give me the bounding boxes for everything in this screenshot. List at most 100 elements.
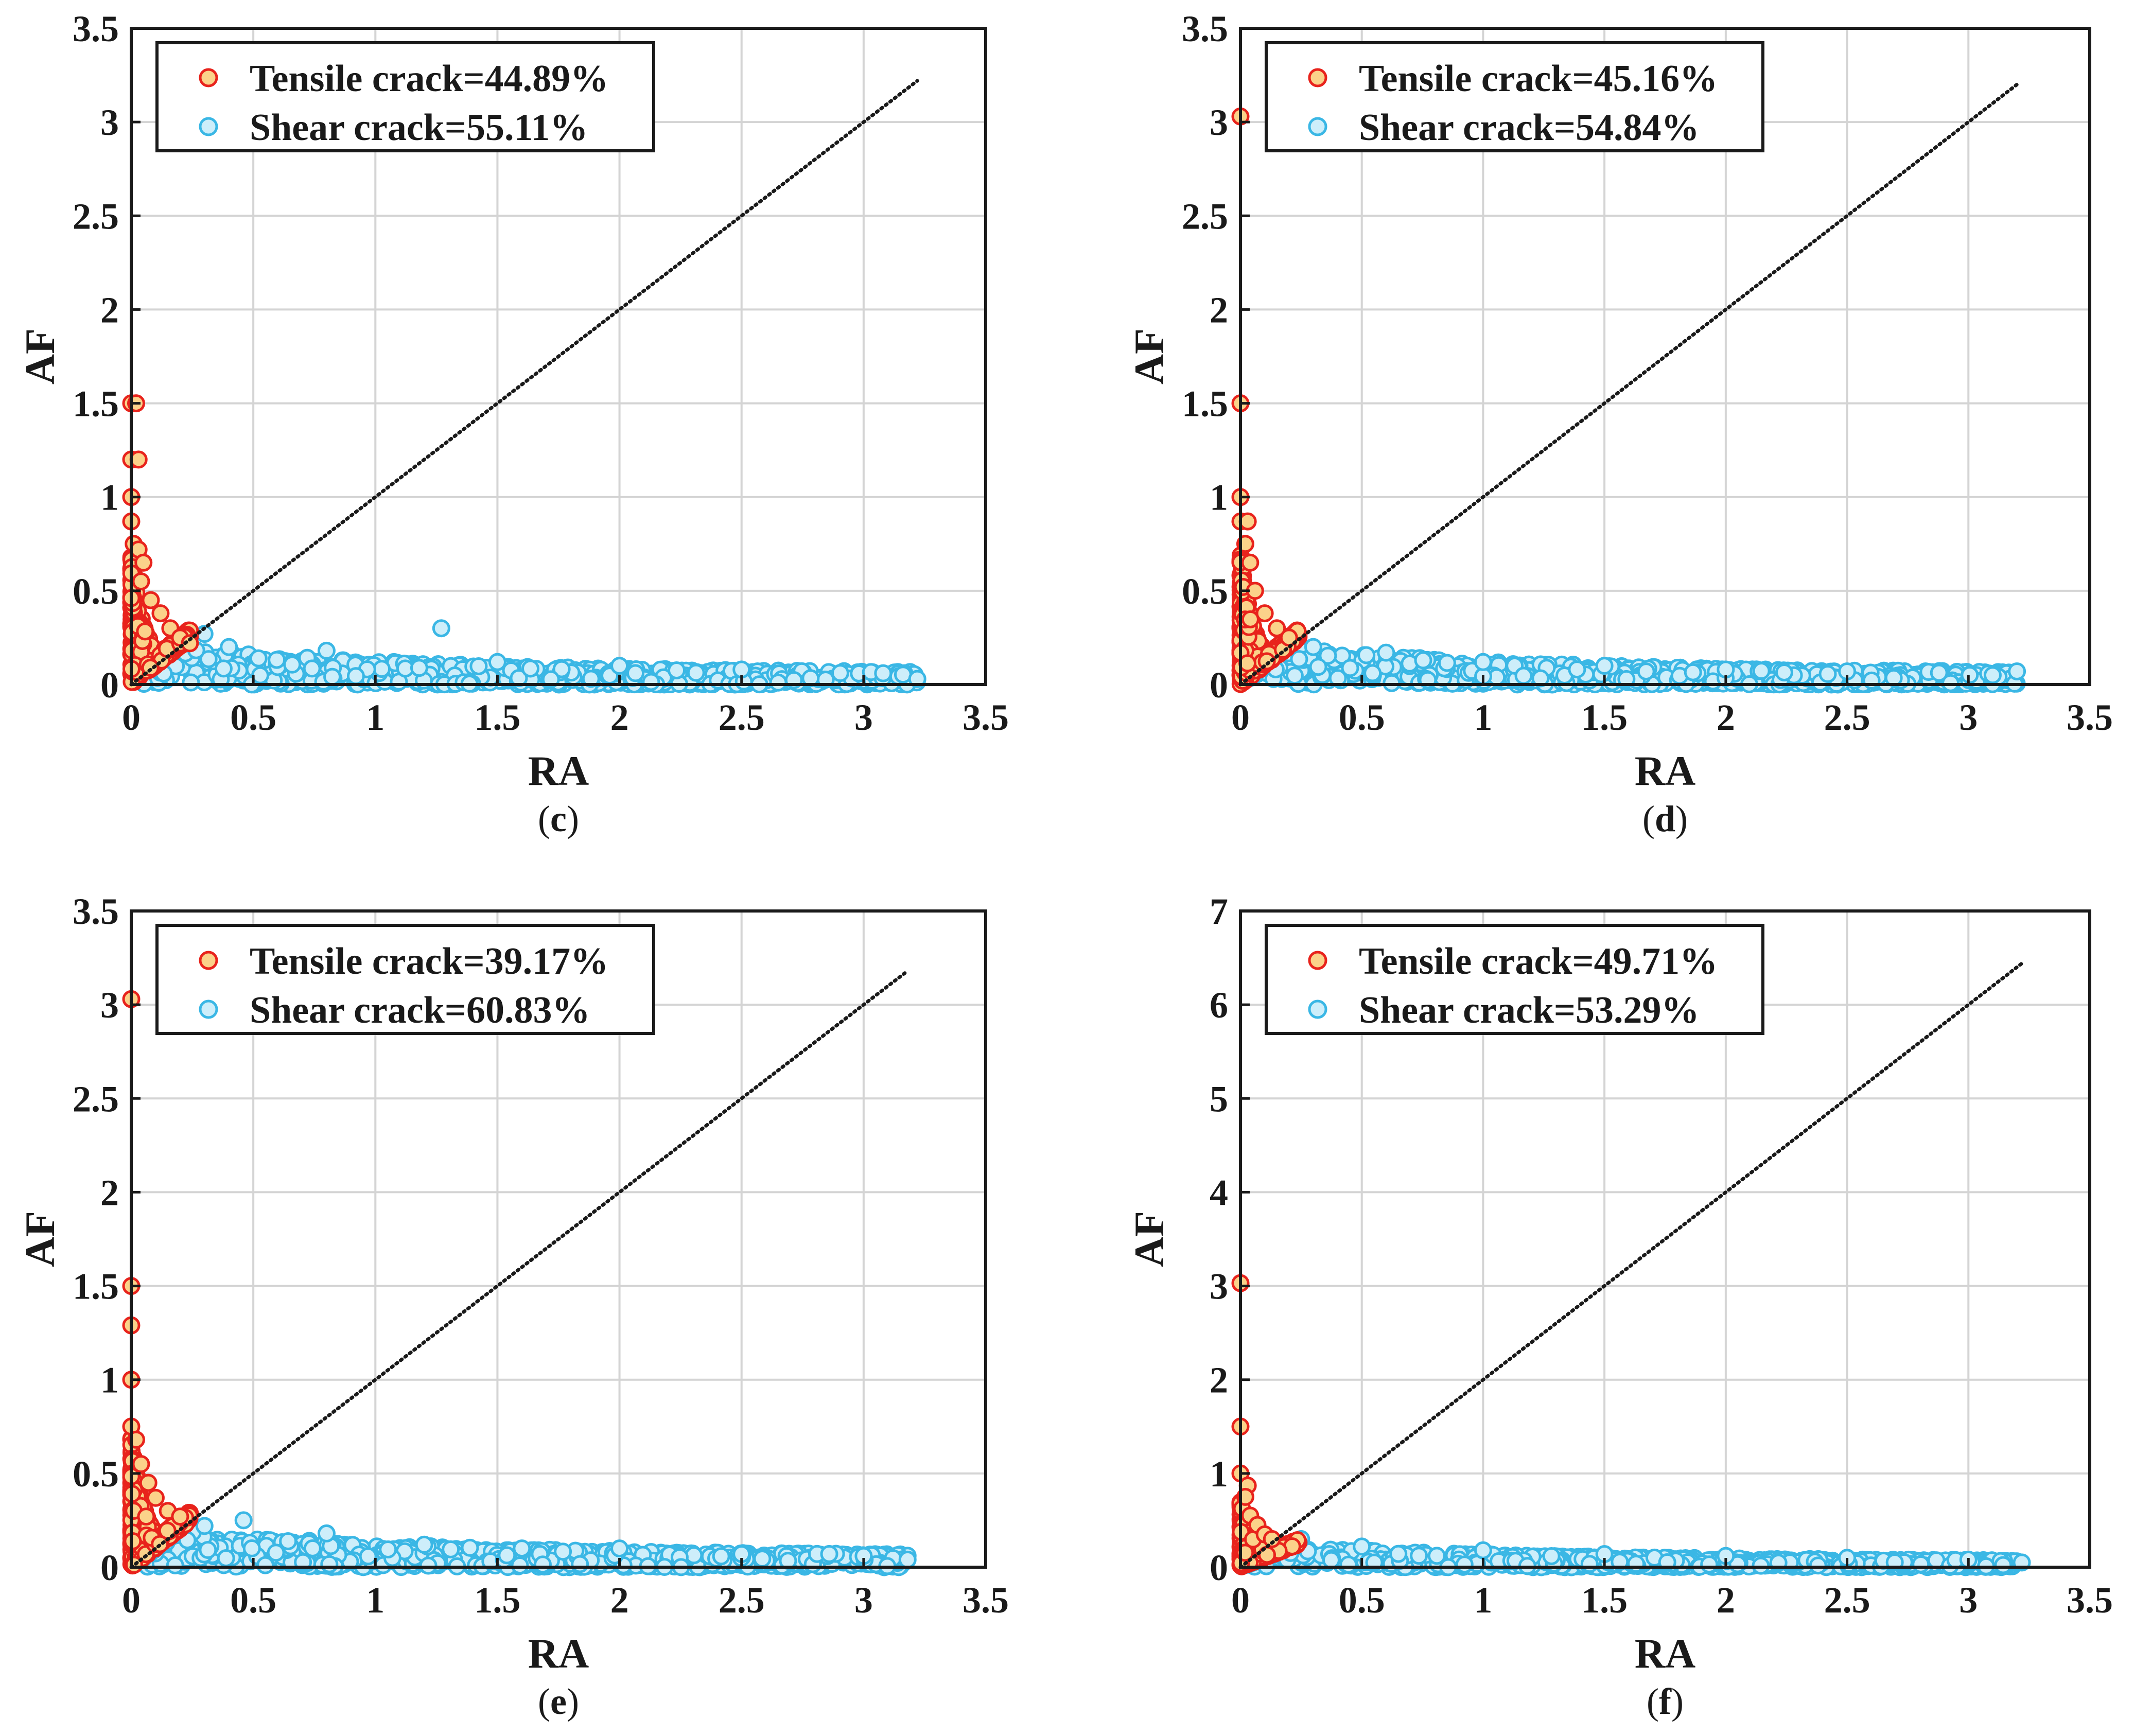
shear-point — [199, 650, 218, 669]
shear-point — [642, 673, 660, 691]
y-axis-label: AF — [16, 1211, 63, 1267]
y-tick-label: 0.5 — [73, 1453, 119, 1495]
shear-point — [552, 660, 571, 678]
shear-point — [283, 655, 302, 674]
y-axis-label: AF — [1126, 328, 1173, 384]
shear-point — [610, 657, 629, 675]
y-tick-label: 1 — [1210, 477, 1228, 518]
tensile-point — [1255, 604, 1274, 623]
x-axis-label: RA — [528, 747, 589, 794]
tensile-point — [132, 1455, 150, 1474]
y-tick-label: 2.5 — [73, 196, 119, 237]
shear-point — [217, 1549, 235, 1568]
panel-caption: (d) — [1642, 798, 1688, 839]
legend: Tensile crack=44.89%Shear crack=55.11% — [155, 41, 655, 152]
chart-panel-c: 0 0.5 1 1.5 2 2.5 3 3.500.511.522.533.5RAAFTens… — [16, 8, 1009, 839]
shear-point — [820, 1545, 838, 1563]
legend-label-tensile: Tensile crack=39.17% — [250, 940, 608, 983]
shear-point — [610, 1539, 629, 1558]
caption-paren-open: ( — [1642, 798, 1655, 839]
legend-label-tensile: Tensile crack=45.16% — [1359, 58, 1718, 100]
y-tick-label: 1.5 — [73, 1266, 119, 1307]
y-tick-label: 1.5 — [73, 383, 119, 425]
x-tick-label: 2.5 — [719, 697, 765, 738]
shear-point — [359, 1547, 377, 1566]
shear-point — [1309, 658, 1327, 676]
shear-point — [1304, 638, 1322, 656]
caption-paren-close: ) — [1675, 798, 1688, 839]
shear-point — [199, 1540, 217, 1559]
shear-point — [1775, 663, 1793, 681]
tensile-point — [1238, 512, 1257, 531]
x-tick-label: 0.5 — [1339, 697, 1385, 738]
x-tick-label: 2 — [610, 697, 629, 738]
shear-point — [712, 1547, 730, 1566]
shear-point — [1717, 660, 1735, 679]
shear-point — [346, 667, 365, 686]
shear-point — [220, 638, 238, 656]
caption-letter: e — [550, 1681, 567, 1722]
y-tick-label: 0 — [1210, 664, 1228, 706]
x-tick-label: 2 — [1717, 697, 1735, 738]
y-tick-label: 1 — [100, 477, 119, 518]
legend-marker-shear — [199, 999, 218, 1019]
legend-marker-tensile — [1308, 68, 1327, 87]
shear-point — [554, 1542, 572, 1561]
legend-marker-tensile — [199, 68, 218, 87]
shear-point — [469, 657, 488, 675]
legend-marker-tensile — [199, 951, 218, 970]
shear-point — [732, 660, 751, 679]
caption-letter: c — [550, 798, 567, 839]
y-tick-label: 0.5 — [73, 571, 119, 612]
shear-point — [571, 1555, 589, 1573]
y-tick-label: 2.5 — [1182, 196, 1228, 237]
shear-point — [1983, 666, 2002, 685]
tensile-point — [134, 553, 153, 572]
x-tick-label: 3 — [1959, 697, 1978, 738]
shear-point — [320, 1555, 339, 1573]
shear-point — [373, 660, 391, 678]
y-tick-label: 2.5 — [73, 1078, 119, 1119]
shear-point — [166, 1556, 184, 1574]
chart-panel-e: 0 0.5 1 1.5 2 2.5 3 3.500.511.522.533.5RAAFTens… — [16, 891, 1009, 1722]
shear-point — [2008, 662, 2026, 680]
shear-point — [410, 659, 428, 677]
y-tick-label: 3.5 — [73, 891, 119, 932]
panel-caption: (e) — [538, 1681, 579, 1722]
shear-point — [1377, 643, 1395, 662]
y-tick-label: 1.5 — [1182, 383, 1228, 425]
x-tick-label: 3.5 — [963, 697, 1009, 738]
shear-point — [214, 659, 233, 678]
shear-point — [268, 651, 286, 669]
shear-point — [687, 663, 705, 682]
shear-point — [303, 1539, 322, 1557]
x-tick-label: 1 — [1474, 697, 1492, 738]
shear-point — [1568, 660, 1586, 679]
y-tick-label: 3 — [100, 102, 119, 143]
legend-label-shear: Shear crack=60.83% — [250, 989, 590, 1031]
y-tick-label: 0 — [100, 664, 119, 706]
shear-point — [533, 1555, 552, 1574]
tensile-point — [1238, 654, 1257, 673]
shear-point — [1357, 646, 1376, 664]
shear-point — [668, 661, 686, 680]
shear-point — [251, 666, 270, 685]
y-tick-label: 3.5 — [73, 8, 119, 49]
x-tick-label: 1.5 — [474, 697, 520, 738]
shear-point — [1474, 653, 1492, 671]
shear-point — [582, 670, 600, 688]
y-tick-label: 3 — [1210, 102, 1228, 143]
chart-panel-d: 0 0.5 1 1.5 2 2.5 3 3.500.511.522.533.5RAAFTens… — [1126, 8, 2113, 839]
shear-point — [303, 659, 321, 678]
x-tick-label: 0 — [122, 1580, 141, 1621]
x-axis-label: RA — [528, 1630, 589, 1677]
x-tick-label: 3 — [854, 697, 873, 738]
y-tick-label: 3.5 — [1182, 8, 1228, 49]
x-tick-label: 1.5 — [1581, 697, 1628, 738]
shear-point — [753, 1550, 772, 1568]
shear-point — [1930, 663, 1948, 682]
shear-point — [521, 659, 540, 678]
tensile-point — [171, 1507, 189, 1526]
